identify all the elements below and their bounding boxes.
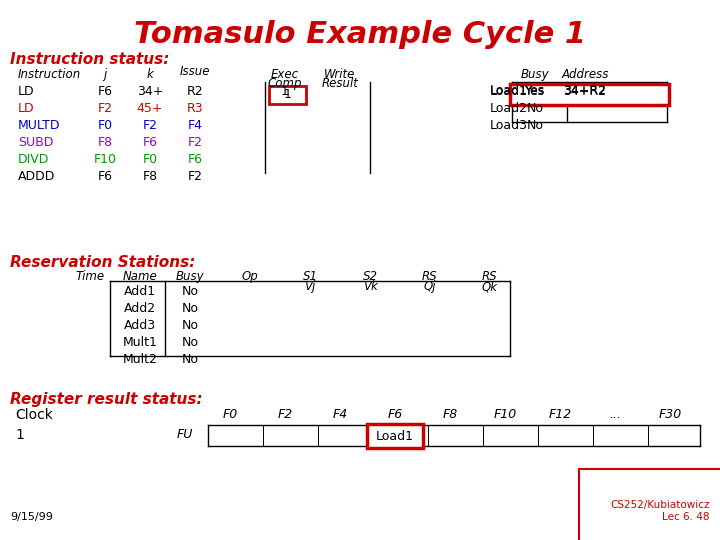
Text: RS: RS — [422, 270, 438, 283]
Text: LD: LD — [18, 85, 35, 98]
Text: k: k — [147, 68, 153, 81]
Text: F8: F8 — [442, 408, 458, 421]
Text: F6: F6 — [97, 170, 112, 183]
Text: Add3: Add3 — [124, 319, 156, 332]
Text: RS: RS — [482, 270, 498, 283]
Text: F8: F8 — [97, 136, 112, 149]
Text: ADDD: ADDD — [18, 170, 55, 183]
FancyBboxPatch shape — [367, 424, 423, 448]
Text: Qj: Qj — [424, 280, 436, 293]
Text: Issue: Issue — [180, 65, 210, 78]
Text: ...: ... — [609, 408, 621, 421]
Text: 1: 1 — [284, 89, 292, 102]
Text: F8: F8 — [143, 170, 158, 183]
Text: SUBD: SUBD — [18, 136, 53, 149]
Text: Load1: Load1 — [490, 84, 528, 97]
Text: R3: R3 — [186, 102, 203, 115]
Text: Yes: Yes — [525, 85, 545, 98]
Text: Yes: Yes — [525, 84, 545, 97]
Text: Write: Write — [324, 68, 356, 81]
Text: Busy: Busy — [176, 270, 204, 283]
Text: F4: F4 — [333, 408, 348, 421]
Text: F2: F2 — [187, 136, 202, 149]
Text: F6: F6 — [387, 408, 402, 421]
Text: No: No — [526, 102, 544, 115]
Text: Name: Name — [122, 270, 158, 283]
Text: Tomasulo Example Cycle 1: Tomasulo Example Cycle 1 — [134, 20, 586, 49]
Text: LD: LD — [18, 102, 35, 115]
Text: Instruction: Instruction — [18, 68, 81, 81]
Text: 45+: 45+ — [137, 102, 163, 115]
Text: No: No — [181, 353, 199, 366]
Text: Add1: Add1 — [124, 285, 156, 298]
Text: Time: Time — [76, 270, 104, 283]
Text: F6: F6 — [187, 153, 202, 166]
Text: F10: F10 — [94, 153, 117, 166]
FancyBboxPatch shape — [510, 84, 669, 105]
Text: Op: Op — [242, 270, 258, 283]
Text: 34+R2: 34+R2 — [564, 85, 606, 98]
Text: Qk: Qk — [482, 280, 498, 293]
Text: No: No — [526, 119, 544, 132]
Text: F0: F0 — [143, 153, 158, 166]
Text: 34+R2: 34+R2 — [564, 84, 606, 97]
Text: Add2: Add2 — [124, 302, 156, 315]
Text: Mult2: Mult2 — [122, 353, 158, 366]
Text: F4: F4 — [187, 119, 202, 132]
Text: 1: 1 — [15, 428, 24, 442]
Text: Load1: Load1 — [490, 85, 528, 98]
Text: Busy: Busy — [521, 68, 549, 81]
Text: F2: F2 — [143, 119, 158, 132]
Text: F30: F30 — [658, 408, 682, 421]
Text: Load2: Load2 — [490, 102, 528, 115]
Text: F0: F0 — [97, 119, 112, 132]
Text: Clock: Clock — [15, 408, 53, 422]
Text: CS252/Kubiatowicz
Lec 6. 48: CS252/Kubiatowicz Lec 6. 48 — [611, 501, 710, 522]
Text: F6: F6 — [143, 136, 158, 149]
Text: S2: S2 — [362, 270, 377, 283]
Text: R2: R2 — [186, 85, 203, 98]
Text: F0: F0 — [222, 408, 238, 421]
Text: Vk: Vk — [363, 280, 377, 293]
Text: No: No — [181, 302, 199, 315]
Text: j: j — [104, 68, 107, 81]
Text: Vj: Vj — [305, 280, 315, 293]
Text: F12: F12 — [549, 408, 572, 421]
Text: Load3: Load3 — [490, 119, 528, 132]
Text: Reservation Stations:: Reservation Stations: — [10, 255, 195, 270]
Text: 34+: 34+ — [137, 85, 163, 98]
Text: No: No — [181, 336, 199, 349]
Text: Exec: Exec — [271, 68, 299, 81]
Text: F2: F2 — [97, 102, 112, 115]
Text: F2: F2 — [277, 408, 292, 421]
Text: FU: FU — [177, 428, 193, 441]
Text: 9/15/99: 9/15/99 — [10, 512, 53, 522]
Text: Mult1: Mult1 — [122, 336, 158, 349]
Text: DIVD: DIVD — [18, 153, 50, 166]
Text: No: No — [181, 319, 199, 332]
Text: F2: F2 — [187, 170, 202, 183]
Text: 1: 1 — [281, 85, 289, 98]
Text: MULTD: MULTD — [18, 119, 60, 132]
Text: Address: Address — [562, 68, 608, 81]
Text: Register result status:: Register result status: — [10, 392, 202, 407]
Text: Result: Result — [322, 77, 359, 90]
Text: Comp: Comp — [268, 77, 302, 90]
Text: No: No — [181, 285, 199, 298]
Text: F10: F10 — [493, 408, 517, 421]
FancyBboxPatch shape — [269, 86, 306, 104]
Text: F6: F6 — [97, 85, 112, 98]
Text: Instruction status:: Instruction status: — [10, 52, 169, 67]
Text: Load1: Load1 — [376, 429, 414, 442]
Text: S1: S1 — [302, 270, 318, 283]
